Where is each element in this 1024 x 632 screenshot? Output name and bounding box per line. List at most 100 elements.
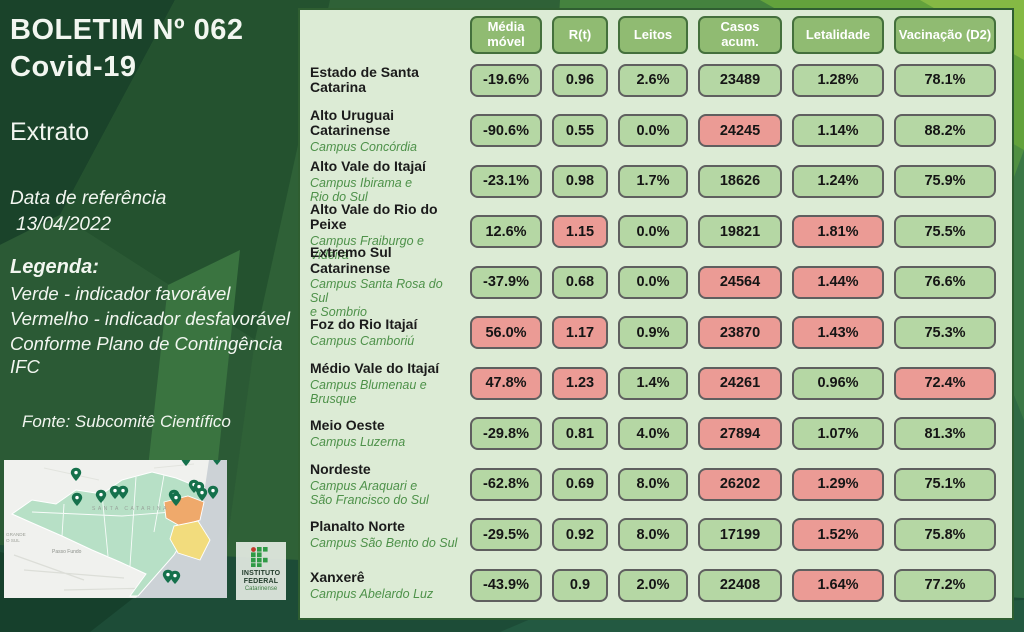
cell-leitos: 2.0% — [618, 568, 688, 602]
cell-casos-acum: 22408 — [698, 568, 782, 602]
cell-r-t: 0.92 — [552, 518, 608, 552]
map-pin-icon — [170, 492, 182, 506]
cell-casos-acum: 27894 — [698, 417, 782, 451]
cell-m-dia-m-vel: -19.6% — [470, 63, 542, 97]
cell-m-dia-m-vel: 56.0% — [470, 316, 542, 350]
alert-region-yellow — [169, 520, 211, 561]
campus-name: Campus Blumenau e Brusque — [310, 377, 427, 406]
reference-date: Data de referência 13/04/2022 — [10, 186, 166, 238]
cell-casos-acum: 23489 — [698, 63, 782, 97]
column-header-m-dia-m-vel: Média móvel — [470, 16, 542, 54]
cell-m-dia-m-vel: -29.8% — [470, 417, 542, 451]
cell-casos-acum: 24245 — [698, 114, 782, 148]
cell-vacina-o-d2: 76.6% — [894, 265, 996, 299]
cell-letalidade: 1.44% — [792, 265, 884, 299]
cell-vacina-o-d2: 88.2% — [894, 114, 996, 148]
cell-r-t: 0.55 — [552, 114, 608, 148]
campus-name: Campus Abelardo Luz — [310, 586, 434, 601]
map-pin-icon — [196, 487, 208, 501]
row-label-alto-vale-do-itaja: Alto Vale do Itajaí Campus Ibirama e Rio … — [310, 157, 460, 203]
legend: Legenda: Verde - indicador favorável Ver… — [10, 255, 298, 378]
map-pin-icon — [70, 467, 82, 481]
campus-name: Campus Concórdia — [310, 139, 417, 154]
column-header-r-t: R(t) — [552, 16, 608, 54]
reference-date-value: 13/04/2022 — [16, 214, 112, 236]
row-label-alto-uruguai-catarinense: Alto Uruguai Catarinense Campus Concórdia — [310, 107, 460, 154]
campus-name: Campus Camboriú — [310, 334, 415, 349]
cell-r-t: 0.68 — [552, 265, 608, 299]
row-label-xanxer: Xanxerê Campus Abelardo Luz — [310, 568, 460, 601]
cell-letalidade: 0.96% — [792, 366, 884, 400]
cell-letalidade: 1.29% — [792, 467, 884, 501]
cell-vacina-o-d2: 75.1% — [894, 467, 996, 501]
cell-leitos: 0.0% — [618, 215, 688, 249]
cell-letalidade: 1.52% — [792, 518, 884, 552]
row-label-estado-de-santa-catarina: Estado de Santa Catarina — [310, 63, 460, 96]
campus-name: Campus Fraiburgo e Videira — [310, 233, 424, 262]
map-pin-icon — [71, 492, 83, 506]
sidebar: BOLETIM Nº 062 Covid-19 Extrato Data de … — [0, 0, 298, 632]
cell-vacina-o-d2: 75.5% — [894, 215, 996, 249]
row-label-alto-vale-do-rio-do-peixe: Alto Vale do Rio do Peixe Campus Fraiburg… — [310, 201, 460, 262]
cell-m-dia-m-vel: -23.1% — [470, 164, 542, 198]
cell-leitos: 0.0% — [618, 114, 688, 148]
bulletin-title-line2: Covid-19 — [10, 51, 137, 84]
cell-r-t: 0.96 — [552, 63, 608, 97]
cell-r-t: 0.81 — [552, 417, 608, 451]
bulletin-title: BOLETIM Nº 062 Covid-19 — [10, 12, 244, 86]
row-label-nordeste: Nordeste Campus Araquari e São Francisco … — [310, 460, 460, 506]
region-name: Extremo Sul Catarinense — [310, 244, 392, 276]
region-name: Meio Oeste — [310, 417, 385, 434]
cell-m-dia-m-vel: 12.6% — [470, 215, 542, 249]
cell-leitos: 1.7% — [618, 164, 688, 198]
cell-casos-acum: 26202 — [698, 467, 782, 501]
column-header-letalidade: Letalidade — [792, 16, 884, 54]
map-pin-icon — [181, 460, 191, 466]
cell-leitos: 1.4% — [618, 366, 688, 400]
cell-vacina-o-d2: 81.3% — [894, 417, 996, 451]
cell-letalidade: 1.81% — [792, 215, 884, 249]
cell-letalidade: 1.28% — [792, 63, 884, 97]
cell-casos-acum: 24261 — [698, 366, 782, 400]
cell-casos-acum: 17199 — [698, 518, 782, 552]
indicators-panel: Média móvel R(t) Leitos Casos acum. Letalida… — [298, 8, 1014, 620]
cell-letalidade: 1.64% — [792, 568, 884, 602]
cell-casos-acum: 19821 — [698, 215, 782, 249]
campus-name: Campus Santa Rosa do Sul e Sombrio — [310, 277, 443, 320]
column-header-leitos: Leitos — [618, 16, 688, 54]
cell-leitos: 0.0% — [618, 265, 688, 299]
indicators-table: Média móvel R(t) Leitos Casos acum. Letalida… — [310, 15, 1004, 611]
row-label-planalto-norte: Planalto Norte Campus São Bento do Sul — [310, 519, 460, 550]
map-neighbor-label-2: O SUL — [6, 538, 20, 543]
source-note: Fonte: Subcomitê Científico — [22, 412, 231, 431]
cell-vacina-o-d2: 75.3% — [894, 316, 996, 350]
cell-vacina-o-d2: 72.4% — [894, 366, 996, 400]
cell-r-t: 1.23 — [552, 366, 608, 400]
campus-name: Campus Luzerna — [310, 435, 406, 450]
ifc-logo: INSTITUTO FEDERAL Catarinense — [236, 542, 286, 600]
region-name: Nordeste — [310, 460, 371, 477]
region-name: Médio Vale do Itajaí — [310, 359, 440, 376]
column-header-vacina-o-d2: Vacinação (D2) — [894, 16, 996, 54]
cell-r-t: 0.98 — [552, 164, 608, 198]
map-pin-icon — [207, 485, 219, 499]
cell-m-dia-m-vel: -90.6% — [470, 114, 542, 148]
cell-letalidade: 1.07% — [792, 417, 884, 451]
column-header-casos-acum: Casos acum. — [698, 16, 782, 54]
santa-catarina-map: SANTA CATARINA Passo Fundo GRANDE O SUL — [4, 460, 227, 598]
bulletin-title-line1: BOLETIM Nº 062 — [10, 14, 244, 46]
cell-leitos: 2.6% — [618, 63, 688, 97]
cell-casos-acum: 24564 — [698, 265, 782, 299]
map-state-label: SANTA CATARINA — [92, 506, 169, 512]
region-name: Xanxerê — [310, 568, 365, 585]
cell-r-t: 1.15 — [552, 215, 608, 249]
cell-m-dia-m-vel: -29.5% — [470, 518, 542, 552]
legend-line-plan: Conforme Plano de Contingência IFC — [10, 333, 283, 377]
cell-m-dia-m-vel: -37.9% — [470, 265, 542, 299]
map-pin-icon — [95, 489, 107, 503]
bulletin-subtitle: Extrato — [10, 118, 90, 146]
map-neighbor-label-1: GRANDE — [6, 532, 26, 537]
region-name: Estado de Santa Catarina — [310, 63, 419, 96]
region-name: Alto Vale do Itajaí — [310, 157, 426, 174]
reference-date-label: Data de referência — [10, 188, 167, 209]
